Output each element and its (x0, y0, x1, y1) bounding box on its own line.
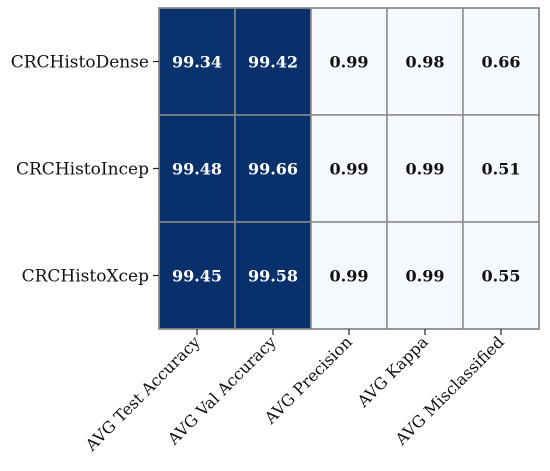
cell-value-label: 0.98 (406, 53, 445, 72)
cell-value-label: 0.55 (482, 267, 521, 286)
cell-value-label: 0.99 (330, 160, 369, 179)
heatmap-cells: 99.34 99.42 0.99 0.98 0.66 99.48 99.66 0.99 0.99… (158, 7, 540, 330)
cell-value-label: 99.34 (172, 53, 222, 72)
heatmap-cell (158, 7, 236, 116)
heatmap-cell (462, 114, 540, 223)
cell-value-label: 99.42 (248, 53, 298, 72)
cell-value-label: 0.51 (482, 160, 521, 179)
heatmap-cell (234, 7, 312, 116)
heatmap-cell (234, 221, 312, 330)
cell-value-label: 99.66 (248, 160, 298, 179)
row-label: CRCHistoIncep (16, 160, 149, 180)
cell-value-label: 99.48 (172, 160, 222, 179)
cell-value-label: 0.99 (330, 267, 369, 286)
cell-value-label: 0.66 (482, 53, 521, 72)
heatmap-cell (310, 114, 388, 223)
cell-value-label: 0.99 (330, 53, 369, 72)
row-label: CRCHistoXcep (22, 267, 150, 287)
cell-value-label: 99.58 (248, 267, 298, 286)
cell-value-label: 0.99 (406, 267, 445, 286)
cell-value-label: 99.45 (172, 267, 222, 286)
column-label: AVG Kappa (353, 332, 432, 411)
cell-value-label: 0.99 (406, 160, 445, 179)
heatmap-cell (386, 221, 464, 330)
row-label: CRCHistoDense (11, 53, 149, 73)
row-labels: CRCHistoDense CRCHistoIncep CRCHistoXcep (11, 53, 159, 287)
